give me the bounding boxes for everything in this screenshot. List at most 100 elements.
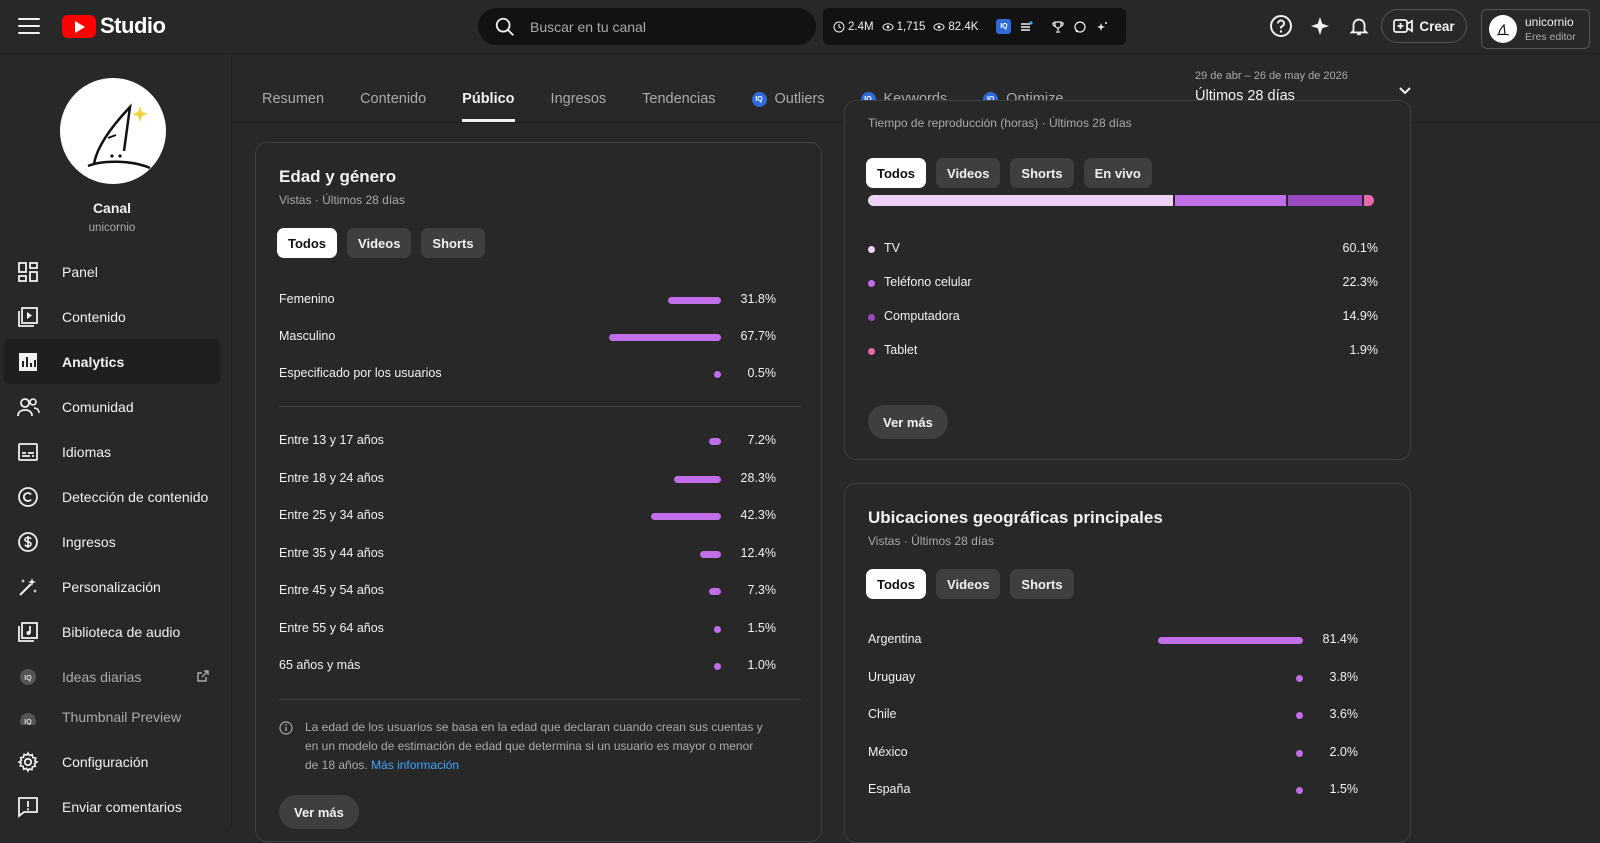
sidebar-item-customization[interactable]: Personalización <box>4 564 220 609</box>
legend-dot <box>868 280 875 287</box>
item-label: Entre 18 y 24 años <box>279 470 384 485</box>
sidebar-item-thumbnail-preview[interactable]: IQ Thumbnail Preview <box>4 699 220 725</box>
sidebar-item-languages[interactable]: Idiomas <box>4 429 220 474</box>
chip-shorts[interactable]: Shorts <box>421 228 485 258</box>
channel-avatar[interactable] <box>60 78 166 184</box>
item-label: Tablet <box>884 343 918 357</box>
item-percent: 3.6% <box>1329 707 1359 721</box>
studio-logo[interactable]: Studio <box>62 13 166 39</box>
chip-videos[interactable]: Videos <box>347 228 412 258</box>
chevron-down-icon <box>1399 87 1411 95</box>
iq-icon: IQ <box>16 709 40 725</box>
stats-toolbar: 2.4M 1,715 82.4K IQ <box>823 8 1126 45</box>
stat-views-1: 1,715 <box>882 20 926 33</box>
list-icon[interactable] <box>1019 20 1034 34</box>
trophy-icon[interactable] <box>1051 20 1065 34</box>
tab-outliers[interactable]: IQ Outliers <box>734 76 843 122</box>
device-bar-segment <box>868 195 1173 206</box>
sparkle-icon[interactable] <box>1307 13 1333 39</box>
sidebar-item-feedback[interactable]: Enviar comentarios <box>4 784 220 829</box>
list-item: Entre 18 y 24 años 28.3% <box>279 471 776 489</box>
chip-shorts[interactable]: Shorts <box>1010 569 1074 599</box>
item-percent: 7.2% <box>747 433 777 447</box>
magic-wand-icon <box>16 575 40 599</box>
create-button[interactable]: Crear <box>1381 9 1467 43</box>
audio-library-icon <box>16 620 40 644</box>
item-percent: 12.4% <box>740 545 776 560</box>
search-box[interactable] <box>478 8 816 45</box>
item-label: TV <box>884 241 900 255</box>
item-percent: 67.7% <box>740 329 776 343</box>
sparkle-small-icon[interactable] <box>1095 20 1109 34</box>
chip-todos[interactable]: Todos <box>866 158 927 188</box>
more-info-link[interactable]: Más información <box>371 758 460 772</box>
date-range-text: 29 de abr – 26 de may de 2026 <box>1195 70 1348 82</box>
sidebar-item-content[interactable]: Contenido <box>4 294 220 339</box>
svg-text:IQ: IQ <box>24 719 32 725</box>
channel-handle: unicornio <box>88 222 136 234</box>
sidebar-item-analytics[interactable]: Analytics <box>4 339 220 384</box>
chat-icon[interactable] <box>1073 20 1087 34</box>
sidebar-item-panel[interactable]: Panel <box>4 249 220 294</box>
subtitles-icon <box>16 440 40 464</box>
age-gender-card: Edad y género Vistas · Últimos 28 días T… <box>255 142 822 842</box>
item-percent: 81.4% <box>1322 632 1358 646</box>
see-more-button[interactable]: Ver más <box>868 405 948 439</box>
list-item: TV 60.1% <box>868 241 1378 259</box>
sidebar-item-community[interactable]: Comunidad <box>4 384 220 429</box>
item-bar <box>1296 674 1303 682</box>
iq-badge[interactable]: IQ <box>996 19 1012 34</box>
account-name: unicornio <box>1525 15 1574 29</box>
sidebar-bottom-nav: Configuración Enviar comentarios <box>4 739 220 829</box>
chip-videos[interactable]: Videos <box>936 158 1001 188</box>
item-bar <box>651 513 721 520</box>
item-label: España <box>868 782 911 796</box>
item-percent: 1.0% <box>747 658 777 672</box>
search-input[interactable] <box>530 18 790 35</box>
see-more-button[interactable]: Ver más <box>279 795 359 829</box>
chip-live[interactable]: En vivo <box>1083 158 1152 188</box>
sidebar-item-settings[interactable]: Configuración <box>4 739 220 784</box>
legend-dot <box>868 246 875 253</box>
chip-todos[interactable]: Todos <box>277 228 338 258</box>
stat-views1-value: 1,715 <box>896 20 926 33</box>
account-switcher[interactable]: unicornio Eres editor <box>1481 9 1590 49</box>
chip-todos[interactable]: Todos <box>866 569 927 599</box>
item-bar <box>708 588 721 595</box>
device-stacked-bar <box>868 195 1378 206</box>
tab-contenido[interactable]: Contenido <box>342 76 444 122</box>
sidebar-item-earnings[interactable]: Ingresos <box>4 519 220 564</box>
item-label: Uruguay <box>868 669 916 684</box>
item-bar <box>714 625 721 633</box>
sidebar-item-audio-library[interactable]: Biblioteca de audio <box>4 609 220 654</box>
info-icon <box>279 721 293 735</box>
dashboard-icon <box>16 260 40 284</box>
item-bar <box>674 475 721 483</box>
card-subtitle: Vistas · Últimos 28 días <box>279 193 405 207</box>
content-type-chips: Todos Videos Shorts <box>866 569 1074 599</box>
channel-title: Canal <box>92 200 132 216</box>
device-bar-segment <box>1288 195 1363 206</box>
item-bar <box>1296 749 1303 757</box>
menu-icon[interactable] <box>18 15 40 37</box>
eye-icon <box>882 22 894 31</box>
chip-shorts[interactable]: Shorts <box>1010 158 1074 188</box>
analytics-tabs: Resumen Contenido Público Ingresos Tende… <box>262 76 1081 122</box>
help-icon[interactable] <box>1268 13 1294 39</box>
chip-videos[interactable]: Videos <box>936 569 1001 599</box>
tab-label: Contenido <box>360 91 427 107</box>
item-label: México <box>868 744 908 759</box>
card-subtitle: Tiempo de reproducción (horas) · Últimos… <box>868 116 1132 130</box>
tab-resumen[interactable]: Resumen <box>262 76 342 122</box>
sidebar-item-content-detection[interactable]: Detección de contenido <box>4 474 220 519</box>
list-item: Entre 13 y 17 años 7.2% <box>279 433 776 451</box>
item-label: Entre 45 y 54 años <box>279 583 384 597</box>
item-label: Entre 55 y 64 años <box>279 620 384 635</box>
tab-label: Outliers <box>774 91 825 107</box>
bell-icon[interactable] <box>1346 13 1372 39</box>
item-label: Computadora <box>884 309 960 323</box>
tab-tendencias[interactable]: Tendencias <box>624 76 733 122</box>
sidebar-item-daily-ideas[interactable]: IQ Ideas diarias <box>4 654 220 699</box>
tab-ingresos[interactable]: Ingresos <box>533 76 625 122</box>
tab-publico[interactable]: Público <box>444 76 532 122</box>
